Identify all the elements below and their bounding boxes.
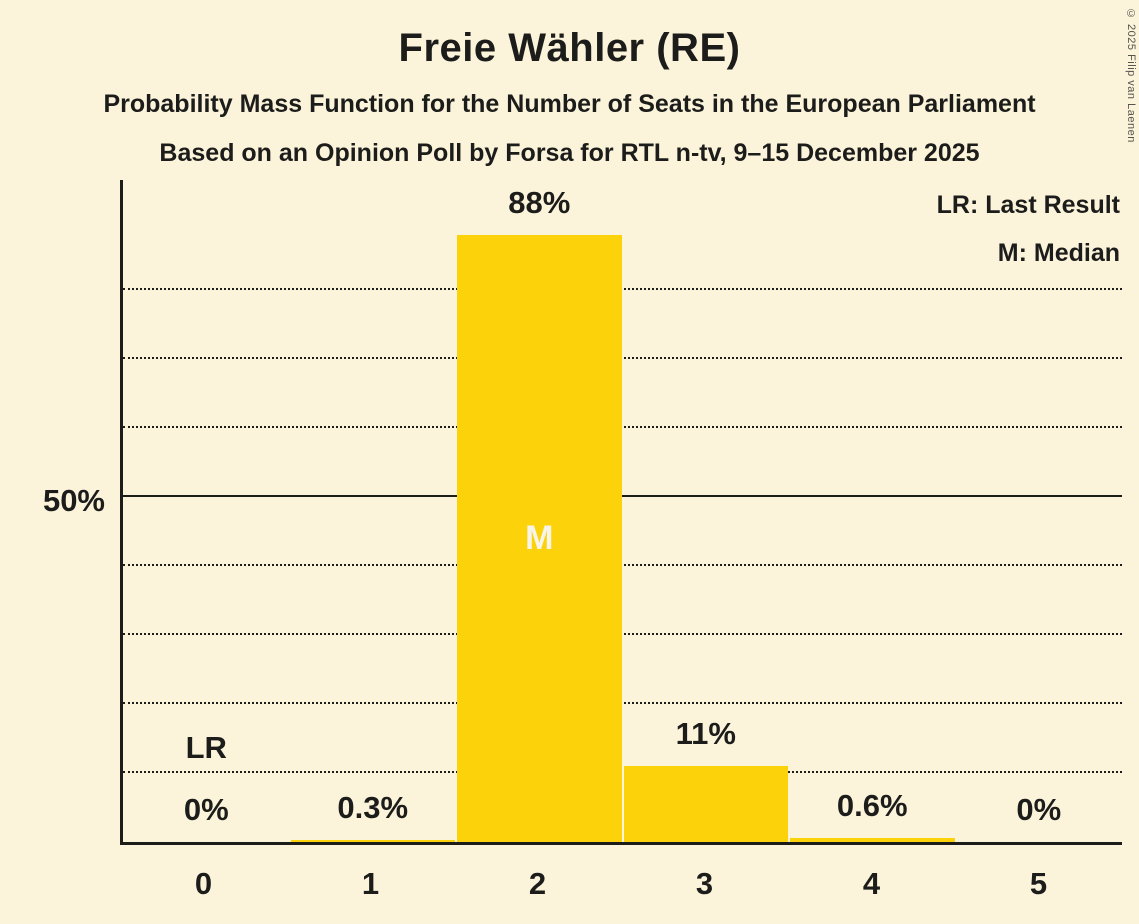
gridline-dotted-40 [123, 564, 1122, 566]
bar-value-label-4: 0.6% [836, 787, 908, 823]
chart-title: Freie Wähler (RE) [398, 26, 741, 70]
gridline-dotted-80 [123, 288, 1122, 290]
y-axis-label: 50% [42, 483, 105, 518]
bar-seats-2: M [457, 234, 622, 842]
gridline-dotted-60 [123, 426, 1122, 428]
gridline-dotted-30 [123, 633, 1122, 635]
bar-seats-1 [290, 839, 455, 842]
plot-area: 0% LR 0.3% M 88% 11% 0.6% 0% [120, 180, 1122, 845]
gridline-dotted-20 [123, 702, 1122, 704]
bar-value-label-3: 11% [675, 716, 736, 752]
gridline-dotted-10 [123, 771, 1122, 773]
x-tick-label-5: 5 [1029, 866, 1048, 901]
bar-seats-4 [790, 837, 955, 842]
bar-value-label-0: 0% [183, 792, 229, 827]
x-tick-label-3: 3 [695, 866, 714, 901]
chart-subsubtitle: Based on an Opinion Poll by Forsa for RT… [159, 139, 980, 167]
gridline-solid-50 [123, 495, 1122, 497]
median-marker: M [525, 518, 554, 557]
x-tick-label-2: 2 [528, 866, 547, 901]
bar-value-label-2: 88% [508, 184, 571, 220]
x-tick-label-1: 1 [361, 866, 380, 901]
legend-entry-median: M: Median [997, 239, 1120, 267]
chart-legend: LR: Last Result M: Median [937, 181, 1120, 277]
x-tick-label-4: 4 [862, 866, 881, 901]
gridline-dotted-70 [123, 357, 1122, 359]
bar-seats-3 [623, 766, 788, 842]
bar-value-label-1: 0.3% [337, 789, 409, 825]
x-tick-label-0: 0 [194, 866, 213, 901]
copyright-notice: © 2025 Filip van Laenen [1125, 8, 1137, 143]
legend-entry-last-result: LR: Last Result [936, 191, 1120, 219]
bar-value-label-5: 0% [1016, 792, 1062, 827]
chart-subtitle: Probability Mass Function for the Number… [103, 90, 1036, 118]
x-axis-tick-labels: 0 1 2 3 4 5 [120, 866, 1122, 906]
last-result-marker: LR [185, 730, 227, 765]
